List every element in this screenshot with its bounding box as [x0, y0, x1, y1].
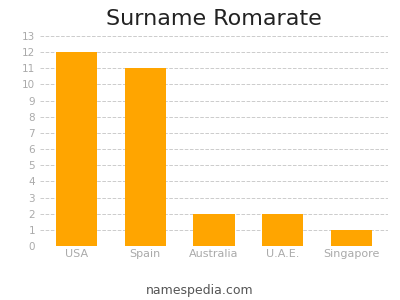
Title: Surname Romarate: Surname Romarate — [106, 9, 322, 29]
Bar — [56, 52, 97, 246]
Bar — [331, 230, 372, 246]
Bar — [262, 214, 304, 246]
Bar — [193, 214, 235, 246]
Bar — [124, 68, 166, 246]
Text: namespedia.com: namespedia.com — [146, 284, 254, 297]
